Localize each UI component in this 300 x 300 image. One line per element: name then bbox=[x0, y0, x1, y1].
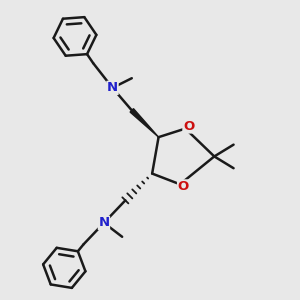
Text: N: N bbox=[107, 81, 118, 94]
Polygon shape bbox=[130, 109, 159, 137]
Text: O: O bbox=[178, 180, 189, 193]
Text: O: O bbox=[183, 120, 194, 133]
Text: N: N bbox=[98, 216, 110, 230]
